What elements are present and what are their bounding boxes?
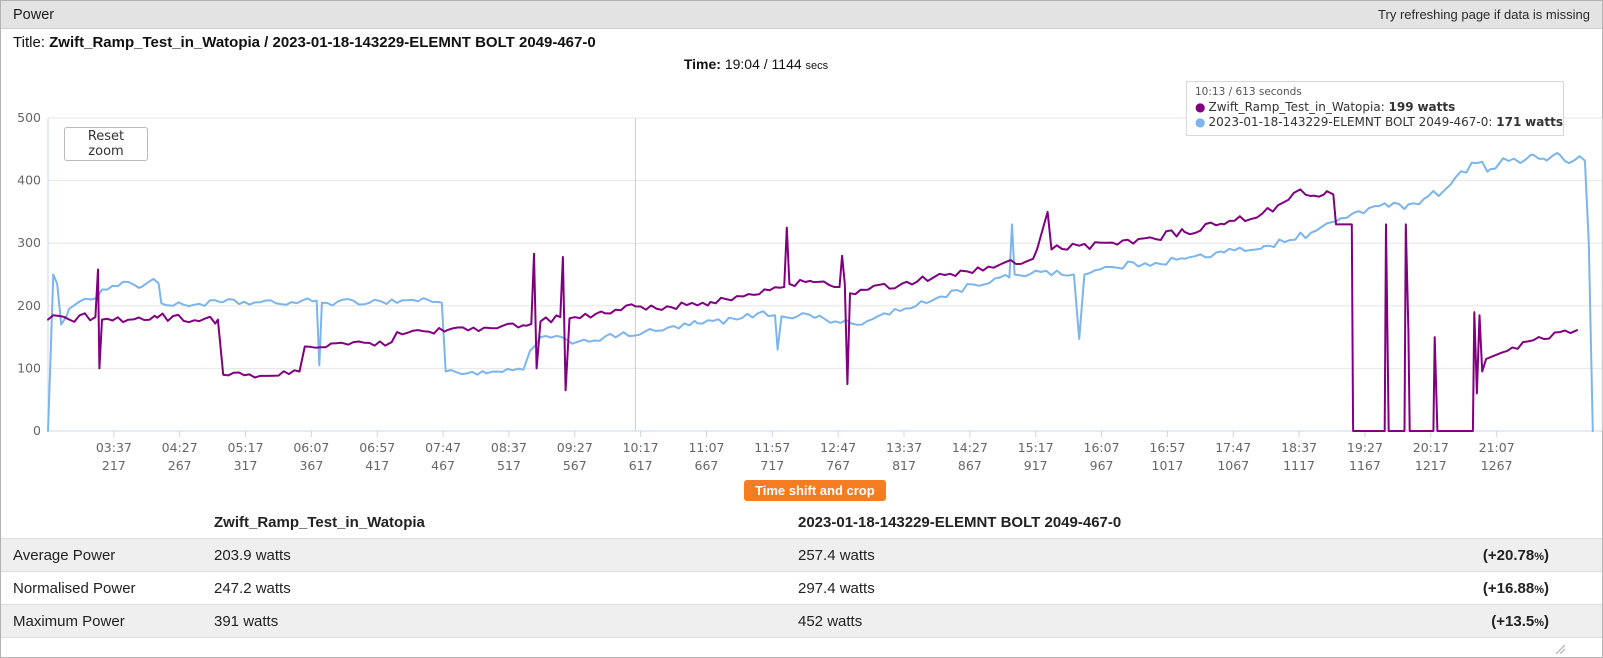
svg-text:05:17: 05:17	[228, 440, 264, 455]
row-label: Normalised Power	[13, 579, 136, 597]
svg-text:19:27: 19:27	[1347, 440, 1383, 455]
svg-text:20:17: 20:17	[1413, 440, 1449, 455]
svg-text:18:37: 18:37	[1281, 440, 1317, 455]
row-label: Average Power	[13, 546, 116, 564]
power-chart[interactable]: 0 100 200 300 400 500 03:37 217 04:27 267 05:17 317…	[1, 81, 1603, 476]
svg-text:17:47: 17:47	[1215, 440, 1251, 455]
tooltip-series-2-value: 171	[1496, 115, 1522, 129]
svg-text:14:27: 14:27	[952, 440, 988, 455]
table-row-maximum-power: Maximum Power 391 watts 452 watts (+13.5…	[1, 604, 1602, 637]
svg-text:367: 367	[299, 458, 323, 473]
tooltip-series-1-unit: watts	[1417, 100, 1456, 114]
svg-text:1217: 1217	[1415, 458, 1447, 473]
svg-text:1167: 1167	[1349, 458, 1381, 473]
svg-text:517: 517	[497, 458, 521, 473]
table-header-row: Zwift_Ramp_Test_in_Watopia 2023-01-18-14…	[1, 506, 1602, 538]
svg-text:267: 267	[168, 458, 192, 473]
svg-text:16:57: 16:57	[1149, 440, 1185, 455]
series-2-dot-icon: ●	[1195, 115, 1206, 129]
svg-text:08:37: 08:37	[491, 440, 527, 455]
svg-text:1067: 1067	[1217, 458, 1249, 473]
time-shift-and-crop-button[interactable]: Time shift and crop	[744, 480, 886, 501]
power-summary-table: Zwift_Ramp_Test_in_Watopia 2023-01-18-14…	[1, 506, 1602, 638]
svg-text:06:07: 06:07	[293, 440, 329, 455]
svg-text:100: 100	[17, 360, 41, 375]
title-value: Zwift_Ramp_Test_in_Watopia / 2023-01-18-…	[49, 34, 596, 51]
svg-text:15:17: 15:17	[1018, 440, 1054, 455]
chart-title-row: Title: Zwift_Ramp_Test_in_Watopia / 2023…	[13, 34, 596, 51]
value-file-1: 203.9 watts	[214, 546, 291, 564]
time-indicator: Time: 19:04 / 1144 secs	[1, 56, 1511, 72]
delta-value: (+20.78%)	[1482, 546, 1549, 564]
tooltip-series-2-name: 2023-01-18-143229-ELEMNT BOLT 2049-467-0	[1208, 115, 1489, 129]
svg-text:567: 567	[563, 458, 587, 473]
column-header-file-1: Zwift_Ramp_Test_in_Watopia	[214, 513, 425, 531]
section-title: Power	[13, 6, 55, 23]
time-value: 19:04 / 1144	[724, 56, 802, 72]
svg-text:21:07: 21:07	[1479, 440, 1515, 455]
row-label: Maximum Power	[13, 612, 125, 630]
resize-grip[interactable]	[1554, 643, 1565, 654]
value-file-2: 257.4 watts	[798, 546, 875, 564]
svg-text:767: 767	[826, 458, 850, 473]
svg-text:817: 817	[892, 458, 916, 473]
svg-text:667: 667	[695, 458, 719, 473]
svg-text:1117: 1117	[1283, 458, 1315, 473]
table-row-average-power: Average Power 203.9 watts 257.4 watts (+…	[1, 538, 1602, 571]
svg-text:500: 500	[17, 110, 41, 125]
svg-text:867: 867	[958, 458, 982, 473]
reset-zoom-button[interactable]: Reset zoom	[64, 127, 148, 161]
delta-value: (+13.5%)	[1491, 612, 1549, 630]
svg-text:300: 300	[17, 235, 41, 250]
svg-text:04:27: 04:27	[162, 440, 198, 455]
tooltip-series-2-unit: watts	[1525, 115, 1563, 129]
value-file-1: 247.2 watts	[214, 579, 291, 597]
svg-text:11:07: 11:07	[688, 440, 724, 455]
svg-text:0: 0	[33, 423, 41, 438]
svg-text:200: 200	[17, 298, 41, 313]
svg-text:417: 417	[365, 458, 389, 473]
refresh-hint-text: Try refreshing page if data is missing	[1378, 7, 1590, 22]
tooltip-series-1: ● Zwift_Ramp_Test_in_Watopia: 199 watts	[1195, 100, 1456, 114]
svg-text:917: 917	[1024, 458, 1048, 473]
tooltip-series-2: ● 2023-01-18-143229-ELEMNT BOLT 2049-467-…	[1195, 115, 1563, 129]
value-file-2: 452 watts	[798, 612, 863, 630]
svg-text:03:37: 03:37	[96, 440, 132, 455]
power-chart-canvas[interactable]: 0 100 200 300 400 500 03:37 217 04:27 267 05:17 317…	[1, 81, 1603, 476]
svg-text:11:57: 11:57	[754, 440, 790, 455]
svg-text:967: 967	[1090, 458, 1114, 473]
tooltip-series-1-name: Zwift_Ramp_Test_in_Watopia	[1208, 100, 1381, 114]
svg-text:467: 467	[431, 458, 455, 473]
svg-text:16:07: 16:07	[1084, 440, 1120, 455]
chart-tooltip: 10:13 / 613 seconds ● Zwift_Ramp_Test_in_…	[1186, 81, 1564, 136]
table-row-normalised-power: Normalised Power 247.2 watts 297.4 watts…	[1, 571, 1602, 604]
svg-text:06:57: 06:57	[359, 440, 395, 455]
value-file-2: 297.4 watts	[798, 579, 875, 597]
tooltip-time: 10:13 / 613 seconds	[1195, 86, 1302, 98]
svg-text:617: 617	[629, 458, 653, 473]
title-label: Title:	[13, 34, 45, 51]
svg-text:12:47: 12:47	[820, 440, 856, 455]
series-1-dot-icon: ●	[1195, 100, 1206, 114]
svg-text:09:27: 09:27	[557, 440, 593, 455]
time-label: Time:	[683, 56, 721, 72]
section-header-bar: Power Try refreshing page if data is mis…	[1, 1, 1602, 29]
tooltip-series-1-value: 199	[1388, 100, 1414, 114]
svg-text:13:37: 13:37	[886, 440, 922, 455]
svg-text:400: 400	[17, 173, 41, 188]
value-file-1: 391 watts	[214, 612, 279, 630]
svg-text:717: 717	[760, 458, 784, 473]
delta-value: (+16.88%)	[1482, 579, 1549, 597]
column-header-file-2: 2023-01-18-143229-ELEMNT BOLT 2049-467-0	[798, 513, 1122, 531]
svg-text:1017: 1017	[1152, 458, 1184, 473]
time-unit: secs	[805, 60, 829, 72]
svg-text:10:17: 10:17	[623, 440, 659, 455]
svg-text:1267: 1267	[1481, 458, 1513, 473]
svg-text:07:47: 07:47	[425, 440, 461, 455]
svg-text:317: 317	[234, 458, 258, 473]
svg-text:217: 217	[102, 458, 126, 473]
